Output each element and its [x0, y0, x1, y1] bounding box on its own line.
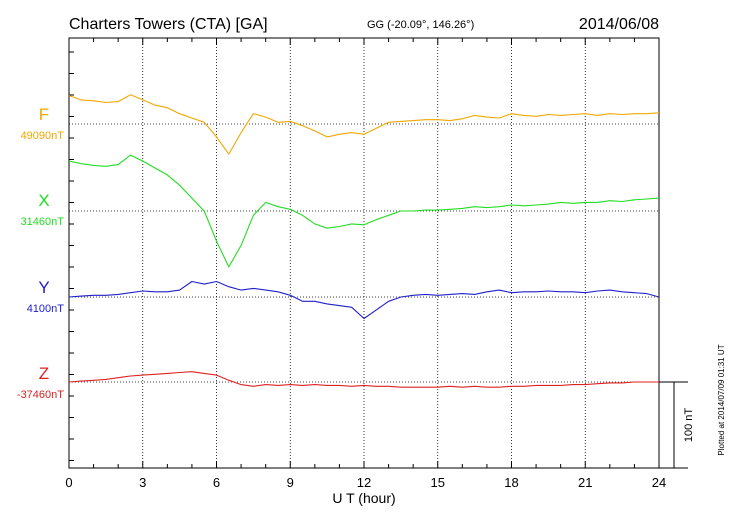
x-axis-label: U T (hour) — [332, 490, 395, 506]
x-tick-label: 12 — [357, 475, 371, 490]
x-tick-label: 18 — [504, 475, 518, 490]
series-line-y — [68, 280, 660, 320]
series-lines — [68, 94, 660, 388]
x-tick-label: 24 — [652, 475, 666, 490]
scale-bar-label: 100 nT — [683, 408, 695, 443]
x-tick-label: 21 — [578, 475, 592, 490]
x-tick-label: 3 — [139, 475, 146, 490]
station-title: Charters Towers (CTA) [GA] — [69, 16, 268, 33]
series-name-z: Z — [39, 364, 49, 383]
series-baseline-f: 49090nT — [21, 130, 65, 142]
axis-ticks — [68, 38, 660, 468]
x-tick-label: 6 — [213, 475, 220, 490]
series-baseline-z: -37460nT — [17, 389, 64, 401]
grid-lines — [69, 38, 659, 468]
series-baseline-x: 31460nT — [21, 216, 65, 228]
series-baseline-y: 4100nT — [27, 303, 65, 315]
plot-date: 2014/06/08 — [579, 16, 659, 33]
series-line-f — [68, 94, 660, 155]
plot-frame — [68, 37, 660, 469]
station-coords: GG (-20.09°, 146.26°) — [367, 19, 474, 31]
series-name-y: Y — [38, 278, 49, 297]
series-line-x — [68, 154, 660, 268]
plotted-timestamp: Plotted at 2014/07/09 01:31 UT — [717, 344, 726, 455]
series-name-x: X — [38, 191, 49, 210]
series-labels: F 49090nT X 31460nT Y 4100nT Z -37460nT — [17, 105, 64, 401]
series-line-z — [68, 371, 659, 388]
scale-bar: 100 nT — [659, 381, 695, 469]
series-name-f: F — [39, 105, 49, 124]
x-tick-labels: 0 3 6 9 12 15 18 21 24 — [65, 475, 666, 490]
x-tick-label: 15 — [431, 475, 445, 490]
x-tick-label: 9 — [287, 475, 294, 490]
x-tick-label: 0 — [65, 475, 72, 490]
